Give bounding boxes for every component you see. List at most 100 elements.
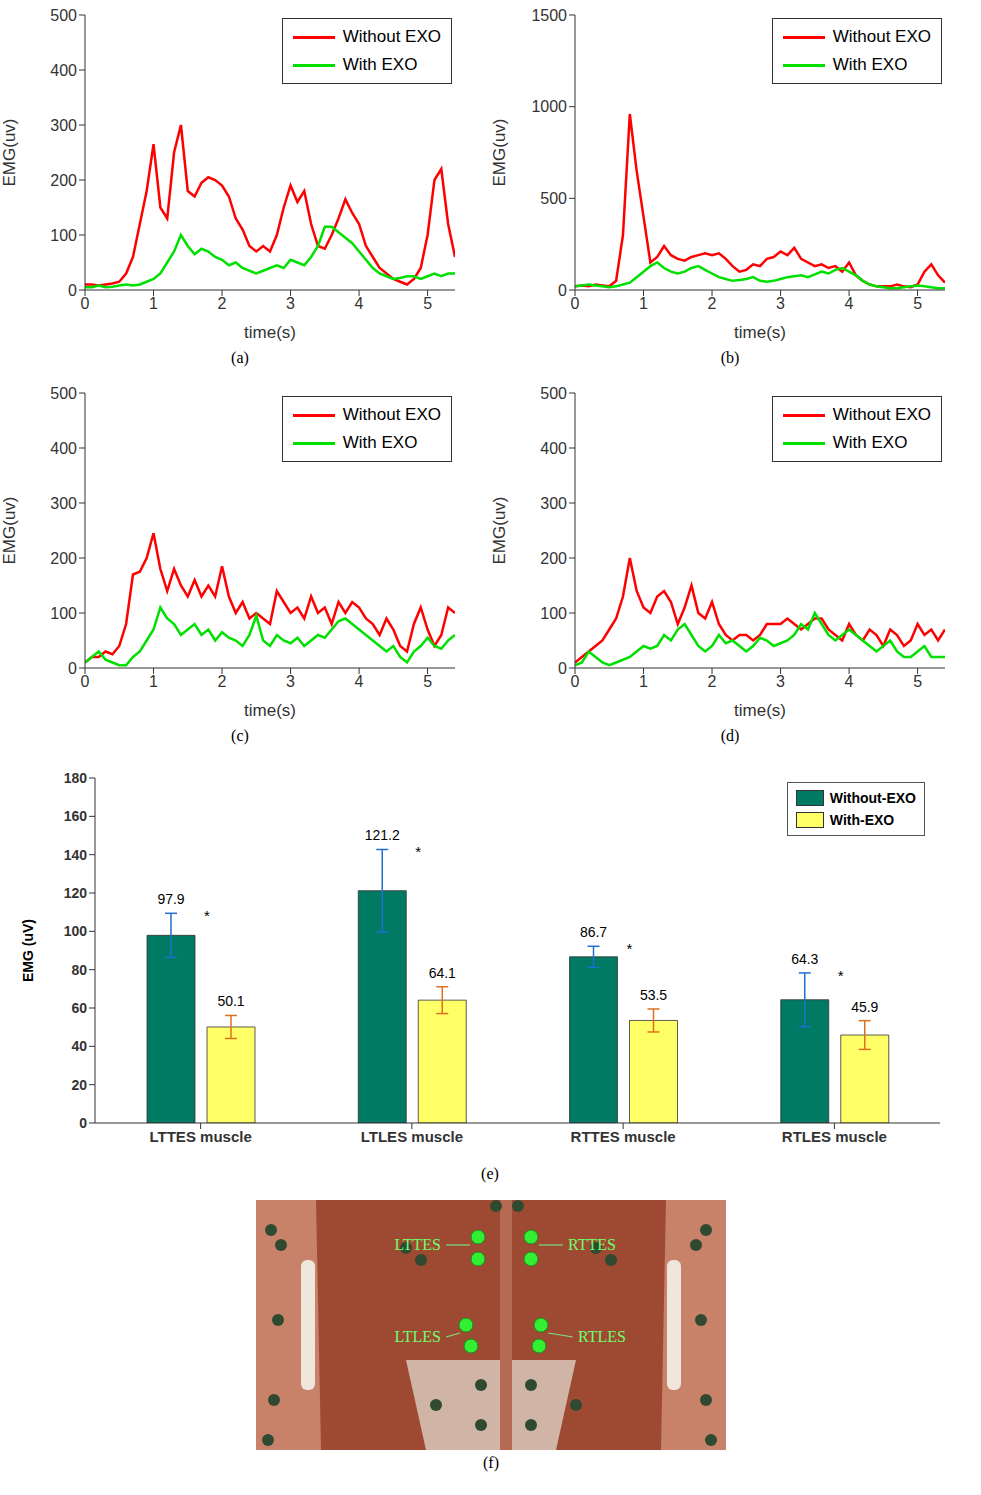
svg-text:2: 2: [708, 673, 717, 690]
svg-text:0: 0: [81, 295, 90, 312]
svg-text:0: 0: [68, 660, 77, 677]
svg-text:64.3: 64.3: [791, 951, 818, 967]
html-text:Without EXO: Without EXO: [832, 405, 931, 424]
svg-text:2: 2: [218, 673, 227, 690]
html-text:Without-EXO: Without-EXO: [829, 790, 916, 806]
svg-text:40: 40: [71, 1038, 87, 1054]
svg-text:0: 0: [558, 660, 567, 677]
svg-text:180: 180: [64, 770, 88, 786]
svg-text:20: 20: [71, 1077, 87, 1093]
svg-text:4: 4: [845, 673, 854, 690]
svg-text:100: 100: [540, 605, 567, 622]
html-text:(c): (c): [231, 727, 249, 744]
svg-text:2: 2: [708, 295, 717, 312]
svg-text:97.9: 97.9: [157, 891, 184, 907]
svg-text:60: 60: [71, 1000, 87, 1016]
svg-text:time(s): time(s): [734, 701, 786, 720]
svg-text:500: 500: [50, 7, 77, 24]
svg-text:0: 0: [558, 282, 567, 299]
svg-text:3: 3: [286, 295, 295, 312]
svg-text:*: *: [415, 843, 421, 860]
svg-text:100: 100: [64, 923, 88, 939]
svg-text:*: *: [627, 940, 633, 957]
svg-text:EMG (uV): EMG (uV): [20, 919, 36, 982]
svg-text:80: 80: [71, 962, 87, 978]
html-text:(a): (a): [231, 349, 249, 366]
svg-text:EMG(uv): EMG(uv): [0, 119, 19, 187]
svg-text:3: 3: [776, 295, 785, 312]
svg-text:45.9: 45.9: [851, 999, 878, 1015]
svg-text:400: 400: [540, 440, 567, 457]
svg-text:1500: 1500: [531, 7, 567, 24]
svg-text:4: 4: [355, 673, 364, 690]
svg-text:53.5: 53.5: [640, 987, 667, 1003]
svg-text:1: 1: [639, 295, 648, 312]
svg-text:121.2: 121.2: [365, 827, 400, 843]
html-text:With EXO: With EXO: [832, 433, 908, 452]
svg-text:5: 5: [423, 295, 432, 312]
svg-text:0: 0: [68, 282, 77, 299]
svg-text:200: 200: [50, 172, 77, 189]
html-text:Without EXO: Without EXO: [342, 405, 441, 424]
svg-text:3: 3: [286, 673, 295, 690]
svg-text:5: 5: [913, 673, 922, 690]
html-text:Without EXO: Without EXO: [342, 27, 441, 46]
html-text:(b): (b): [720, 349, 740, 366]
svg-text:4: 4: [845, 295, 854, 312]
html-text:With-EXO: With-EXO: [829, 812, 895, 828]
svg-text:0: 0: [79, 1115, 87, 1131]
svg-text:64.1: 64.1: [429, 965, 456, 981]
svg-text:time(s): time(s): [244, 323, 296, 342]
svg-text:140: 140: [64, 847, 88, 863]
svg-text:2: 2: [218, 295, 227, 312]
svg-text:*: *: [204, 907, 210, 924]
html-text:Without EXO: Without EXO: [832, 27, 931, 46]
svg-text:1: 1: [149, 295, 158, 312]
svg-text:100: 100: [50, 605, 77, 622]
svg-text:0: 0: [571, 673, 580, 690]
svg-text:RTLES: RTLES: [578, 1328, 626, 1345]
svg-text:LTTES muscle: LTTES muscle: [150, 1128, 252, 1145]
svg-text:1: 1: [639, 673, 648, 690]
svg-text:1000: 1000: [531, 98, 567, 115]
svg-text:LTLES muscle: LTLES muscle: [361, 1128, 463, 1145]
svg-text:500: 500: [540, 385, 567, 402]
svg-text:RTLES muscle: RTLES muscle: [782, 1128, 887, 1145]
svg-text:500: 500: [540, 190, 567, 207]
svg-text:LTLES: LTLES: [394, 1328, 441, 1345]
svg-text:3: 3: [776, 673, 785, 690]
svg-text:EMG(uv): EMG(uv): [490, 119, 509, 187]
svg-text:200: 200: [50, 550, 77, 567]
svg-text:200: 200: [540, 550, 567, 567]
svg-text:RTTES: RTTES: [568, 1236, 616, 1253]
html-text:With EXO: With EXO: [342, 55, 418, 74]
svg-text:86.7: 86.7: [580, 924, 607, 940]
svg-text:300: 300: [50, 495, 77, 512]
svg-text:4: 4: [355, 295, 364, 312]
svg-text:400: 400: [50, 62, 77, 79]
html-text:With EXO: With EXO: [832, 55, 908, 74]
svg-text:120: 120: [64, 885, 88, 901]
svg-text:300: 300: [50, 117, 77, 134]
svg-text:300: 300: [540, 495, 567, 512]
svg-text:1: 1: [149, 673, 158, 690]
svg-text:RTTES muscle: RTTES muscle: [571, 1128, 676, 1145]
svg-text:500: 500: [50, 385, 77, 402]
svg-text:100: 100: [50, 227, 77, 244]
svg-text:50.1: 50.1: [217, 993, 244, 1009]
svg-text:0: 0: [81, 673, 90, 690]
svg-text:*: *: [838, 967, 844, 984]
html-text:(e): (e): [481, 1165, 499, 1182]
svg-text:time(s): time(s): [244, 701, 296, 720]
svg-text:5: 5: [423, 673, 432, 690]
svg-text:EMG(uv): EMG(uv): [0, 497, 19, 565]
svg-text:160: 160: [64, 808, 88, 824]
svg-text:LTTES: LTTES: [394, 1236, 441, 1253]
svg-text:time(s): time(s): [734, 323, 786, 342]
svg-text:400: 400: [50, 440, 77, 457]
svg-text:5: 5: [913, 295, 922, 312]
html-text:With EXO: With EXO: [342, 433, 418, 452]
svg-text:EMG(uv): EMG(uv): [490, 497, 509, 565]
svg-text:0: 0: [571, 295, 580, 312]
html-text:(d): (d): [720, 727, 740, 744]
